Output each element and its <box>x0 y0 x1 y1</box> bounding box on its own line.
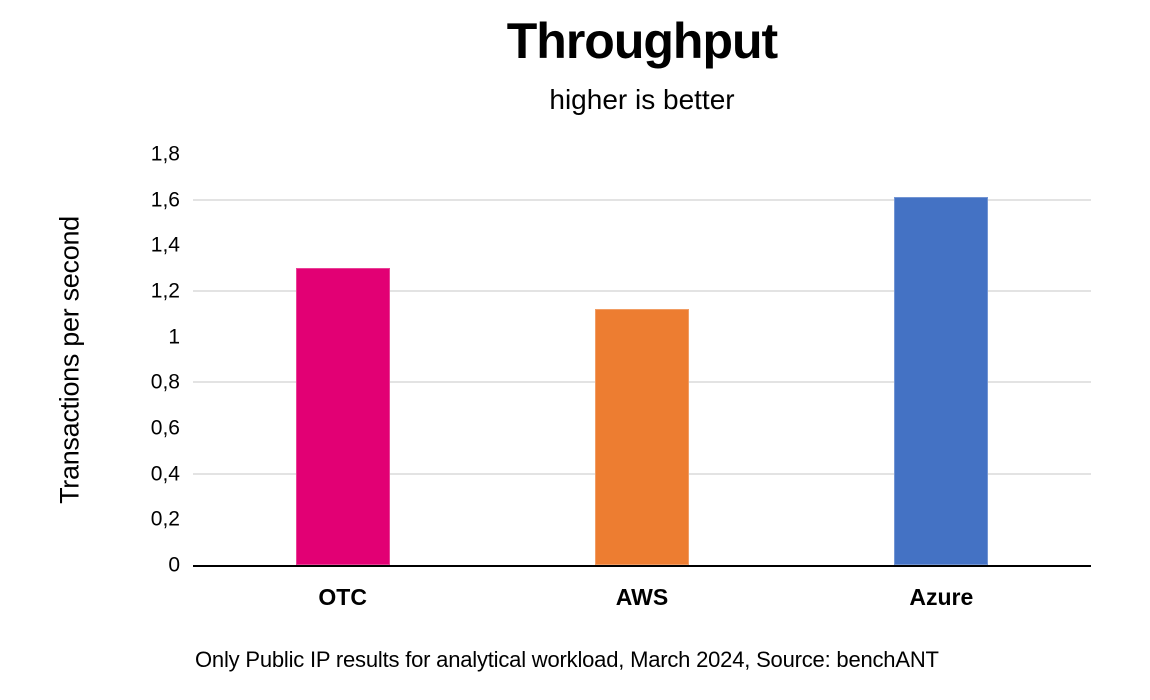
y-axis-title: Transactions per second <box>54 215 85 504</box>
y-axis-ticks: 0 0,2 0,4 0,6 0,8 1 1,2 1,4 1,6 1,8 <box>98 144 180 576</box>
category-label-azure: Azure <box>909 584 974 610</box>
chart-title: Throughput <box>506 13 778 69</box>
y-tick-label: 1 <box>168 325 180 349</box>
y-tick-label: 0 <box>168 553 180 577</box>
y-tick-label: 0,4 <box>150 462 180 486</box>
y-tick-label: 0,6 <box>150 416 180 440</box>
plot-area <box>193 154 1091 567</box>
bar-aws <box>595 309 689 565</box>
category-label-otc: OTC <box>318 584 367 610</box>
y-tick-label: 1,8 <box>150 142 180 166</box>
footnote: Only Public IP results for analytical wo… <box>195 647 939 672</box>
y-axis-title-wrap: Transactions per second <box>48 154 92 565</box>
gridline <box>193 198 1091 201</box>
y-tick-label: 1,4 <box>150 233 180 257</box>
chart-subtitle: higher is better <box>549 84 735 115</box>
gridline <box>193 290 1091 293</box>
y-tick-label: 0,8 <box>150 370 180 394</box>
y-tick-label: 1,6 <box>150 188 180 212</box>
category-label-aws: AWS <box>615 584 669 610</box>
bar-azure <box>894 197 989 565</box>
y-tick-label: 0,2 <box>150 507 180 531</box>
bar-otc <box>295 268 390 565</box>
x-axis-labels: OTC AWS Azure <box>193 584 1091 620</box>
y-tick-label: 1,2 <box>150 279 180 303</box>
